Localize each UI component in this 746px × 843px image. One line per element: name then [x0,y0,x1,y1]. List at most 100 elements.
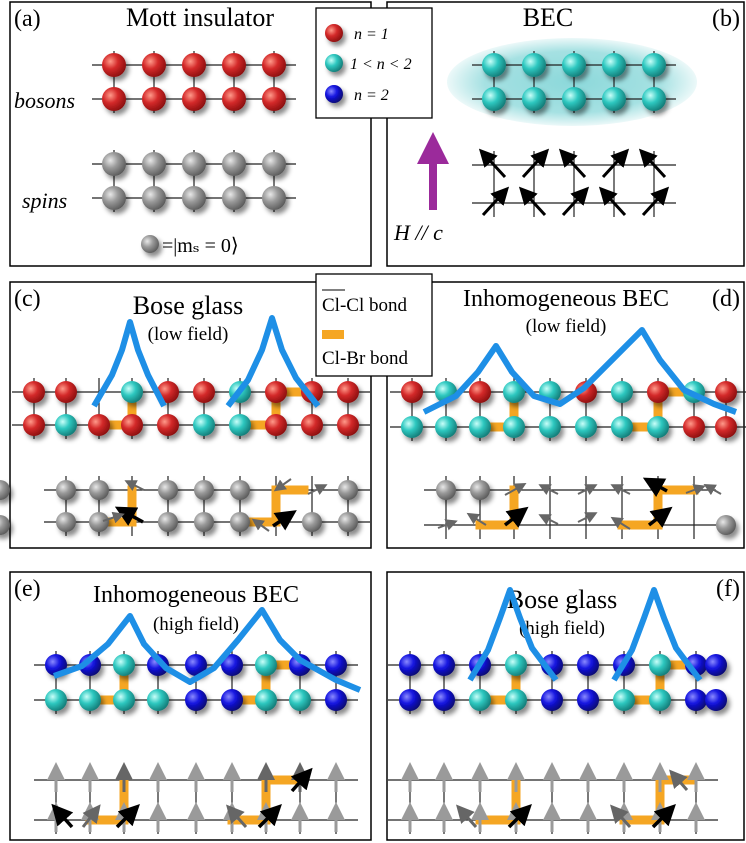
intermediate-ball [482,87,506,111]
n1-ball [142,87,166,111]
spins-label: spins [22,188,67,213]
n1-ball [222,87,246,111]
n1-ball [337,414,359,436]
panel-f-frame [386,571,745,841]
spin-arrow [478,148,507,179]
n2-ball [705,689,727,711]
n1-ball [683,416,705,438]
intermediate-ball [539,416,561,438]
spin-arrow [685,484,706,496]
localized-wavefunction-peak [91,319,167,408]
spin-arrow [51,803,74,829]
panel-d-subtitle: (low field) [526,316,607,337]
n2-ball [185,654,207,676]
n1-ball [301,381,323,403]
zero-spin-ball [142,186,166,210]
legend-clbr-swatch [322,330,344,339]
panel-a-letter: (a) [14,6,41,32]
zero-spin-ball [262,186,286,210]
intermediate-ball [562,53,586,77]
panel-d-title: Inhomogeneous BEC [463,286,669,312]
n1-ball [182,87,206,111]
n2-ball [685,689,707,711]
n1-ball [265,414,287,436]
zero-spin-ball [0,515,10,535]
zero-spin-ball [56,512,76,532]
zero-spin-ball [56,480,76,500]
n1-ball [88,414,110,436]
intermediate-ball [113,689,135,711]
zero-spin-ball [338,512,358,532]
spin-arrow [703,484,722,496]
intermediate-ball [503,381,525,403]
n1-ball [301,414,323,436]
intermediate-ball [469,416,491,438]
intermediate-ball [602,53,626,77]
intermediate-ball [289,689,311,711]
panel-b-letter: (b) [712,6,740,32]
panel-b-frame [386,1,745,267]
n2-ball [325,654,347,676]
zero-spin-legend-ball [141,235,159,253]
panel-c-letter: (c) [14,286,41,312]
spin-arrow [598,186,627,217]
legend-n2-ball [325,85,343,103]
n2-ball [433,654,455,676]
spin-arrow [466,512,487,526]
spin-arrow [115,804,140,829]
panel-f-letter: (f) [716,576,740,602]
spin-arrow [638,148,667,179]
n1-ball [262,87,286,111]
n2-ball [325,689,347,711]
zero-spin-ball [102,152,126,176]
intermediate-ball [482,53,506,77]
spin-arrow [647,506,673,528]
intermediate-ball [79,689,101,711]
spin-arrow [81,804,101,828]
bond-legend-box [315,273,433,377]
zero-spin-ball [194,512,214,532]
panel-f-subtitle: (high field) [519,618,605,639]
spin-arrow [577,512,598,523]
intermediate-ball [611,416,633,438]
intermediate-ball [401,416,423,438]
n1-ball [575,381,597,403]
intermediate-ball [647,416,669,438]
bec-condensate-cloud [447,38,697,126]
spin-arrow [610,804,632,828]
spin-arrow [257,804,282,829]
field-label: H // c [393,220,443,245]
n2-ball [705,654,727,676]
intermediate-ball [522,87,546,111]
panel-d-letter: (d) [712,286,740,312]
n2-ball [399,654,421,676]
bosons-label: bosons [14,88,75,113]
n2-ball [541,689,563,711]
localized-wavefunction-peak [467,587,559,682]
localized-wavefunction-peak [422,327,738,415]
panel-c-frame [9,281,372,549]
n1-ball [102,87,126,111]
intermediate-ball [147,689,169,711]
zero-spin-ball [158,512,178,532]
zero-spin-ball [302,512,322,532]
intermediate-ball [611,381,633,403]
spin-arrow [641,186,670,217]
spin-arrow [290,767,313,793]
spin-arrow [669,769,689,791]
n1-ball [182,53,206,77]
zero-spin-ball [158,480,178,500]
n1-ball [337,381,359,403]
panel-a-title: Mott insulator [126,3,274,32]
panel-c-title: Bose glass [133,291,244,320]
n1-ball [715,381,737,403]
zero-spin-ball [102,186,126,210]
ms-zero-label: =|mₛ = 0⟩ [162,235,239,257]
n1-ball [121,414,143,436]
intermediate-ball [55,414,77,436]
localized-wavefunction-peak [225,315,321,408]
n2-ball [399,689,421,711]
n1-ball [55,381,77,403]
n2-ball [577,654,599,676]
